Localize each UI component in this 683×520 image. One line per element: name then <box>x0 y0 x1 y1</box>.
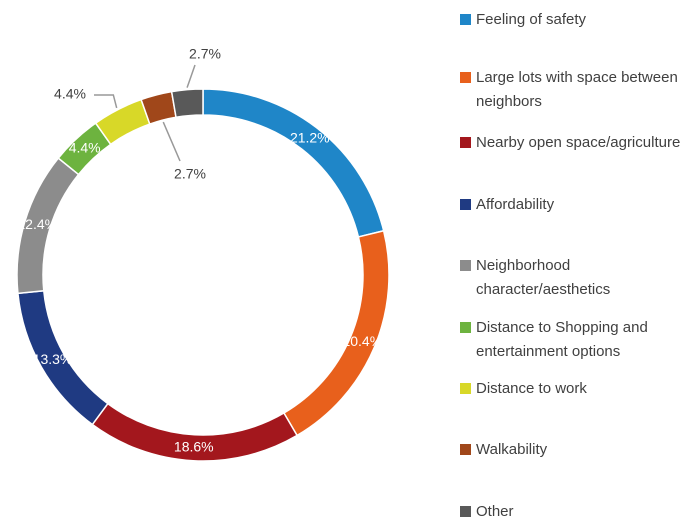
legend-item: Distance to work <box>460 377 683 401</box>
data-label: 12.4% <box>17 216 57 232</box>
legend-item: Large lots with space between neighbors <box>460 66 683 114</box>
legend-item: Distance to Shopping and entertainment o… <box>460 316 683 364</box>
legend-item: Affordability <box>460 193 683 217</box>
legend-swatch <box>460 506 471 517</box>
legend-label: Feeling of safety <box>476 11 587 28</box>
legend-swatch <box>460 383 471 394</box>
legend-swatch <box>460 444 471 455</box>
legend-swatch <box>460 137 471 148</box>
legend-label: Affordability <box>476 196 555 213</box>
leader-line <box>94 94 118 109</box>
legend-label: Distance to Shopping and entertainment o… <box>476 319 648 360</box>
data-label: 2.7% <box>174 166 206 182</box>
legend-swatch <box>460 322 471 333</box>
data-label: 13.3% <box>33 351 73 367</box>
leader-line <box>186 64 196 88</box>
legend-item: Walkability <box>460 438 683 462</box>
data-label: 4.4% <box>69 140 101 156</box>
leader-line <box>162 121 181 162</box>
donut-segment <box>202 88 385 238</box>
data-label: 4.4% <box>54 86 86 102</box>
legend-label: Nearby open space/agriculture <box>476 134 681 151</box>
legend-label: Large lots with space between neighbors <box>476 69 678 110</box>
donut-segment <box>170 88 204 119</box>
legend-item: Feeling of safety <box>460 8 683 32</box>
legend-label: Neighborhood character/aesthetics <box>476 257 611 298</box>
legend-label: Distance to work <box>476 380 587 397</box>
legend-item: Neighborhood character/aesthetics <box>460 254 683 302</box>
legend-swatch <box>460 72 471 83</box>
legend-item: Nearby open space/agriculture <box>460 131 683 155</box>
data-label: 21.2% <box>290 130 330 146</box>
legend-item: Other <box>460 500 683 520</box>
legend-swatch <box>460 199 471 210</box>
data-label: 18.6% <box>174 438 214 454</box>
legend-swatch <box>460 14 471 25</box>
legend-label: Walkability <box>476 441 548 458</box>
legend-swatch <box>460 260 471 271</box>
legend-label: Other <box>476 503 514 520</box>
data-label: 20.4% <box>342 333 382 349</box>
data-label: 2.7% <box>189 46 221 62</box>
